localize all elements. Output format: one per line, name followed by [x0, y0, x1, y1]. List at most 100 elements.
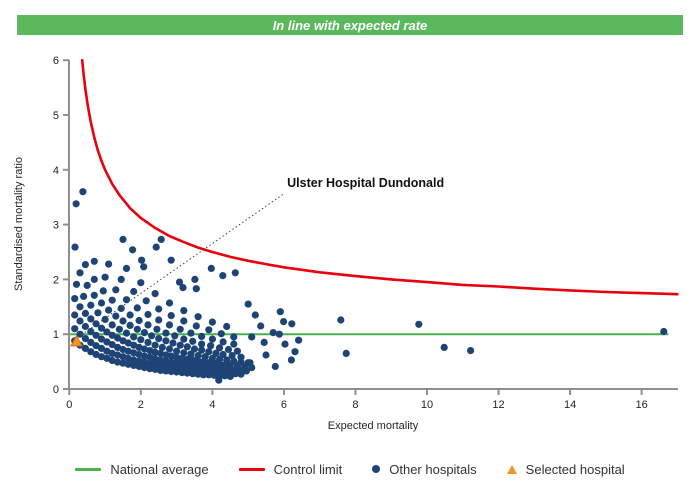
hospital-dot[interactable]	[189, 361, 197, 369]
hospital-dot[interactable]	[269, 329, 277, 337]
hospital-dot[interactable]	[87, 301, 95, 309]
hospital-dot[interactable]	[167, 352, 175, 360]
hospital-dot[interactable]	[162, 337, 170, 345]
hospital-dot[interactable]	[194, 313, 202, 321]
hospital-dot[interactable]	[156, 366, 165, 374]
hospital-dot[interactable]	[155, 316, 163, 324]
hospital-dot[interactable]	[144, 310, 152, 319]
hospital-dot[interactable]	[144, 338, 152, 346]
hospital-dot[interactable]	[180, 317, 188, 325]
hospital-dot[interactable]	[660, 327, 668, 336]
hospital-dot[interactable]	[92, 342, 100, 350]
hospital-dot[interactable]	[122, 296, 131, 304]
hospital-dot[interactable]	[176, 325, 184, 333]
hospital-dot[interactable]	[76, 330, 84, 338]
hospital-dot[interactable]	[122, 264, 131, 272]
hospital-dot[interactable]	[198, 332, 206, 340]
hospital-dot[interactable]	[140, 364, 148, 372]
hospital-dot[interactable]	[81, 322, 89, 331]
hospital-dot[interactable]	[173, 359, 181, 367]
hospital-dot[interactable]	[183, 343, 191, 351]
hospital-dot[interactable]	[130, 361, 138, 369]
hospital-dot[interactable]	[87, 348, 95, 356]
hospital-dot[interactable]	[114, 334, 122, 342]
hospital-dot[interactable]	[97, 335, 106, 343]
hospital-dot[interactable]	[133, 304, 141, 312]
hospital-dot[interactable]	[124, 354, 132, 362]
hospital-dot[interactable]	[205, 326, 213, 334]
hospital-dot[interactable]	[192, 285, 200, 293]
hospital-dot[interactable]	[140, 358, 148, 366]
hospital-dot[interactable]	[208, 318, 216, 326]
hospital-dot[interactable]	[287, 356, 295, 364]
hospital-dot[interactable]	[224, 345, 233, 354]
hospital-dot[interactable]	[101, 315, 109, 323]
hospital-dot[interactable]	[271, 362, 279, 371]
hospital-dot[interactable]	[165, 299, 174, 307]
hospital-dot[interactable]	[257, 322, 265, 330]
hospital-dot[interactable]	[129, 246, 137, 254]
hospital-dot[interactable]	[215, 376, 223, 384]
hospital-dot[interactable]	[165, 321, 174, 329]
hospital-dot[interactable]	[124, 339, 132, 347]
hospital-dot[interactable]	[155, 305, 163, 313]
hospital-dot[interactable]	[151, 341, 159, 349]
hospital-dot[interactable]	[124, 360, 132, 368]
hospital-dot[interactable]	[97, 344, 106, 352]
hospital-dot[interactable]	[189, 337, 197, 345]
hospital-dot[interactable]	[142, 297, 150, 305]
hospital-dot[interactable]	[192, 322, 200, 330]
hospital-dot[interactable]	[205, 348, 213, 356]
hospital-dot[interactable]	[108, 296, 116, 304]
hospital-dot[interactable]	[130, 287, 138, 296]
hospital-dot[interactable]	[207, 264, 215, 272]
hospital-dot[interactable]	[194, 357, 202, 365]
hospital-dot[interactable]	[71, 325, 79, 333]
hospital-dot[interactable]	[148, 332, 156, 340]
hospital-dot[interactable]	[165, 345, 174, 353]
hospital-dot[interactable]	[167, 358, 175, 366]
hospital-dot[interactable]	[72, 200, 80, 208]
hospital-dot[interactable]	[119, 317, 127, 325]
hospital-dot[interactable]	[155, 335, 163, 343]
hospital-dot[interactable]	[146, 365, 154, 373]
hospital-dot[interactable]	[281, 340, 289, 348]
hospital-dot[interactable]	[251, 311, 259, 319]
hospital-dot[interactable]	[178, 360, 186, 368]
hospital-dot[interactable]	[219, 338, 227, 346]
hospital-dot[interactable]	[440, 343, 448, 351]
hospital-dot[interactable]	[208, 335, 216, 343]
hospital-dot[interactable]	[71, 295, 79, 303]
hospital-dot[interactable]	[167, 363, 175, 371]
hospital-dot[interactable]	[230, 340, 238, 348]
hospital-dot[interactable]	[135, 316, 143, 325]
hospital-dot[interactable]	[231, 269, 239, 277]
hospital-dot[interactable]	[233, 347, 241, 355]
hospital-dot[interactable]	[115, 325, 123, 333]
hospital-dot[interactable]	[130, 356, 138, 364]
hospital-dot[interactable]	[191, 275, 199, 283]
hospital-dot[interactable]	[219, 272, 227, 280]
hospital-dot[interactable]	[108, 349, 116, 357]
hospital-dot[interactable]	[137, 336, 145, 344]
hospital-dot[interactable]	[71, 243, 79, 251]
hospital-dot[interactable]	[156, 349, 165, 357]
hospital-dot[interactable]	[262, 351, 270, 359]
hospital-dot[interactable]	[140, 329, 148, 337]
hospital-dot[interactable]	[108, 341, 116, 349]
hospital-dot[interactable]	[92, 331, 100, 339]
hospital-dot[interactable]	[117, 275, 125, 283]
hospital-dot[interactable]	[137, 279, 145, 287]
hospital-dot[interactable]	[105, 260, 113, 268]
hospital-dot[interactable]	[198, 340, 206, 348]
hospital-dot[interactable]	[180, 307, 188, 315]
hospital-dot[interactable]	[81, 335, 89, 343]
hospital-dot[interactable]	[167, 312, 175, 320]
hospital-dot[interactable]	[151, 290, 159, 298]
hospital-dot[interactable]	[90, 275, 98, 283]
hospital-dot[interactable]	[156, 361, 165, 369]
hospital-dot[interactable]	[130, 349, 138, 357]
hospital-dot[interactable]	[151, 348, 159, 356]
hospital-dot[interactable]	[223, 356, 231, 364]
hospital-dot[interactable]	[276, 308, 284, 316]
